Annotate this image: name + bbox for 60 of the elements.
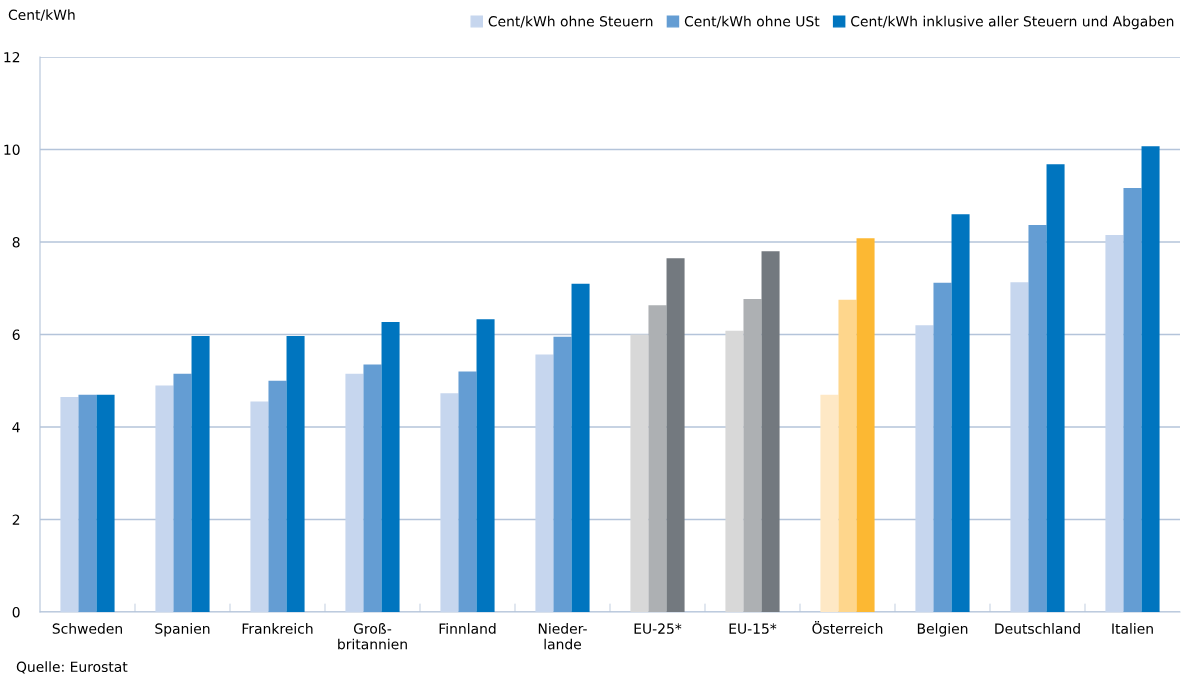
x-tick-label: EU-15* [729,623,777,634]
bar [535,354,554,612]
x-tick-label: Belgien [917,623,968,637]
bar [1123,187,1142,612]
bar [381,322,400,612]
bar [173,373,192,612]
bar [78,394,97,612]
bar [60,396,79,612]
y-axis-title: Cent/kWh [8,9,75,22]
bar [96,394,115,612]
legend-label: Cent/kWh ohne USt [684,15,820,28]
bar [743,298,762,612]
x-tick-label: Spanien [155,623,210,637]
bar [725,330,744,612]
bar [761,251,780,612]
x-tick-label: Schweden [52,623,122,634]
bar [440,393,459,612]
x-tick-label: Nieder- lande [538,623,587,650]
x-tick-label: Deutschland [995,623,1080,634]
bar [571,283,590,612]
y-tick-label: 12 [4,51,20,63]
bar [191,335,210,612]
bar [286,335,305,612]
y-tick-label: 10 [4,144,20,155]
bar [363,364,382,612]
y-tick-label: 0 [12,606,20,618]
legend-label: Cent/kWh ohne Steuern [488,15,653,28]
bar [476,319,495,612]
y-tick-label: 2 [12,514,20,525]
bar [1046,164,1065,612]
bar [553,336,572,612]
bar [1141,146,1160,612]
x-tick-label: EU-25* [634,623,682,634]
bar [648,305,667,612]
bar [1105,235,1124,612]
x-tick-label: Italien [1112,623,1153,634]
legend-label: Cent/kWh inklusive aller Steuern und Abgaben [851,15,1174,30]
y-tick-label: 8 [12,236,20,248]
bar [630,334,649,612]
x-tick-label: Groß- britannien [338,623,407,650]
bar [915,325,934,612]
bar [1010,282,1029,612]
bar [268,380,287,612]
bar [666,258,685,612]
source-note: Quelle: Eurostat [16,661,128,674]
bar [838,299,857,612]
bar [1028,224,1047,612]
y-tick-label: 4 [12,422,20,433]
bar [856,238,875,612]
bar [155,385,174,612]
bar [345,373,364,612]
bar [820,394,839,612]
bar [250,401,269,612]
bar [951,214,970,612]
bar [933,282,952,612]
x-tick-label: Frankreich [242,623,313,634]
y-tick-label: 6 [12,329,20,340]
x-tick-label: Finnland [439,623,496,634]
x-tick-label: Österreich [812,621,883,634]
bar [458,371,477,612]
